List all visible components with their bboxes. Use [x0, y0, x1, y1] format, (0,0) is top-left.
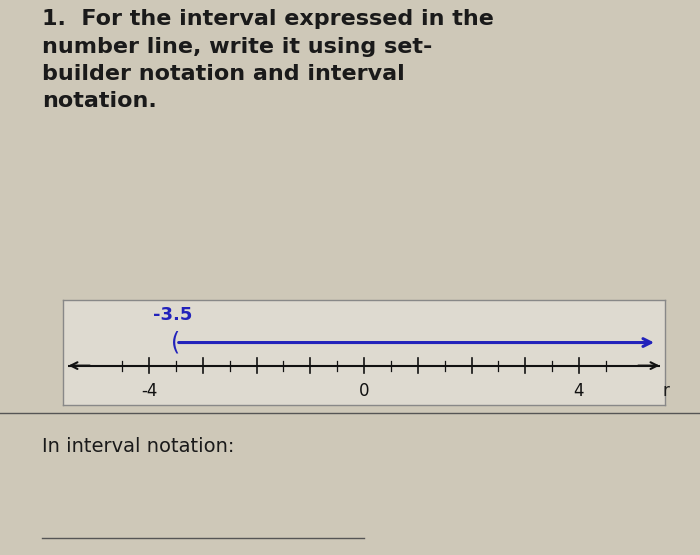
Text: 0: 0: [358, 382, 370, 400]
Text: -3.5: -3.5: [153, 306, 193, 324]
Text: In interval notation:: In interval notation:: [42, 437, 235, 456]
Text: (: (: [172, 331, 181, 355]
Text: -4: -4: [141, 382, 158, 400]
Text: 1.  For the interval expressed in the
number line, write it using set-
builder n: 1. For the interval expressed in the num…: [42, 9, 494, 111]
Text: 4: 4: [574, 382, 584, 400]
Text: r: r: [662, 382, 669, 400]
